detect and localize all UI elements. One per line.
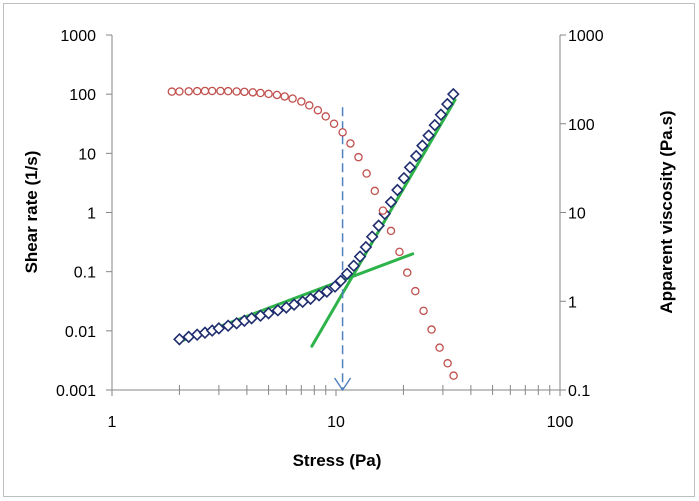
- shear-rate-point: [359, 240, 373, 254]
- fit-lines-layer: [180, 98, 457, 348]
- viscosity-point: [443, 359, 452, 368]
- viscosity-point: [435, 343, 444, 352]
- right-y-tick-label: 10: [568, 206, 586, 223]
- viscosity-point: [305, 101, 314, 110]
- viscosity-point: [280, 92, 289, 101]
- viscosity-point: [346, 139, 355, 148]
- viscosity-point: [411, 286, 420, 296]
- left-y-tick-label: 10: [78, 146, 96, 163]
- data-points-layer: [167, 86, 460, 380]
- viscosity-point: [240, 87, 249, 97]
- shear-rate-point: [212, 322, 226, 335]
- viscosity-point: [313, 105, 323, 115]
- right-y-tick-label: 100: [568, 117, 595, 134]
- viscosity-point: [264, 89, 273, 99]
- shear-rate-point: [340, 267, 354, 281]
- shear-rate-point: [434, 108, 448, 122]
- x-tick-label: 1: [108, 414, 117, 431]
- shear-rate-point: [397, 171, 411, 185]
- shear-rate-point: [365, 230, 379, 244]
- left-y-tick-label: 0.1: [74, 265, 96, 282]
- shear-rate-point: [304, 292, 317, 306]
- shear-rate-point: [446, 87, 460, 101]
- shear-rate-point: [409, 149, 423, 163]
- viscosity-point: [419, 306, 428, 316]
- shear-rate-point: [334, 274, 348, 288]
- shear-rate-point: [262, 306, 275, 320]
- left-y-tick-label: 0.01: [65, 324, 96, 341]
- shear-rate-point: [428, 118, 442, 132]
- viscosity-point: [338, 128, 347, 137]
- viscosity-point: [354, 152, 363, 162]
- left-y-tick-label: 1000: [60, 28, 96, 45]
- viscosity-point: [256, 88, 265, 98]
- viscosity-point: [184, 87, 193, 96]
- x-axis-title: Stress (Pa): [293, 451, 382, 470]
- viscosity-point: [297, 97, 306, 106]
- shear-rate-point: [403, 160, 417, 174]
- viscosity-point: [402, 268, 412, 277]
- viscosity-point: [378, 206, 388, 215]
- viscosity-point: [223, 86, 233, 96]
- left-y-tick-label: 0.001: [56, 383, 96, 400]
- labels-layer: Stress (Pa) Shear rate (1/s) Apparent vi…: [22, 110, 676, 470]
- axes-layer: 1 10 100 0.001 0.01 0.1 1 10 100 1000 0.1 1 10 100 100…: [56, 28, 604, 431]
- viscosity-point: [329, 119, 339, 129]
- viscosity-point: [192, 86, 202, 96]
- right-y-axis-title: Apparent viscosity (Pa.s): [657, 110, 676, 313]
- shear-rate-point: [384, 195, 398, 209]
- viscosity-point: [207, 86, 217, 96]
- left-y-tick-label: 1: [87, 206, 96, 223]
- right-y-tick-label: 1000: [568, 28, 604, 45]
- chart-frame: [3, 3, 695, 497]
- viscosity-point: [386, 226, 396, 236]
- viscosity-point: [272, 90, 282, 100]
- viscosity-point: [288, 94, 297, 103]
- viscosity-point: [200, 86, 210, 96]
- shear-rate-point: [347, 259, 361, 273]
- right-y-tick-label: 0.1: [568, 383, 590, 400]
- left-y-axis-title: Shear rate (1/s): [22, 151, 41, 274]
- shear-rate-point: [372, 219, 385, 232]
- fit-line: [310, 98, 457, 348]
- viscosity-point: [248, 88, 258, 97]
- viscosity-point: [216, 86, 225, 96]
- left-y-tick-label: 100: [69, 87, 96, 104]
- shear-rate-point: [416, 139, 429, 152]
- right-y-tick-label: 1: [568, 294, 577, 311]
- shear-rate-point: [353, 250, 367, 263]
- viscosity-point: [362, 169, 371, 178]
- shear-rate-point: [440, 97, 454, 111]
- viscosity-point: [167, 87, 177, 96]
- shear-rate-point: [320, 285, 334, 298]
- x-tick-label: 100: [547, 414, 574, 431]
- viscosity-point: [175, 87, 184, 96]
- viscosity-point: [449, 371, 458, 380]
- shear-rate-point: [391, 183, 404, 197]
- viscosity-point: [321, 112, 331, 121]
- viscosity-point: [427, 325, 436, 334]
- viscosity-point: [395, 247, 404, 257]
- shear-rate-point: [422, 129, 435, 142]
- shear-rate-point: [173, 332, 186, 346]
- x-tick-label: 10: [327, 414, 345, 431]
- viscosity-point: [232, 87, 241, 96]
- viscosity-point: [370, 186, 380, 196]
